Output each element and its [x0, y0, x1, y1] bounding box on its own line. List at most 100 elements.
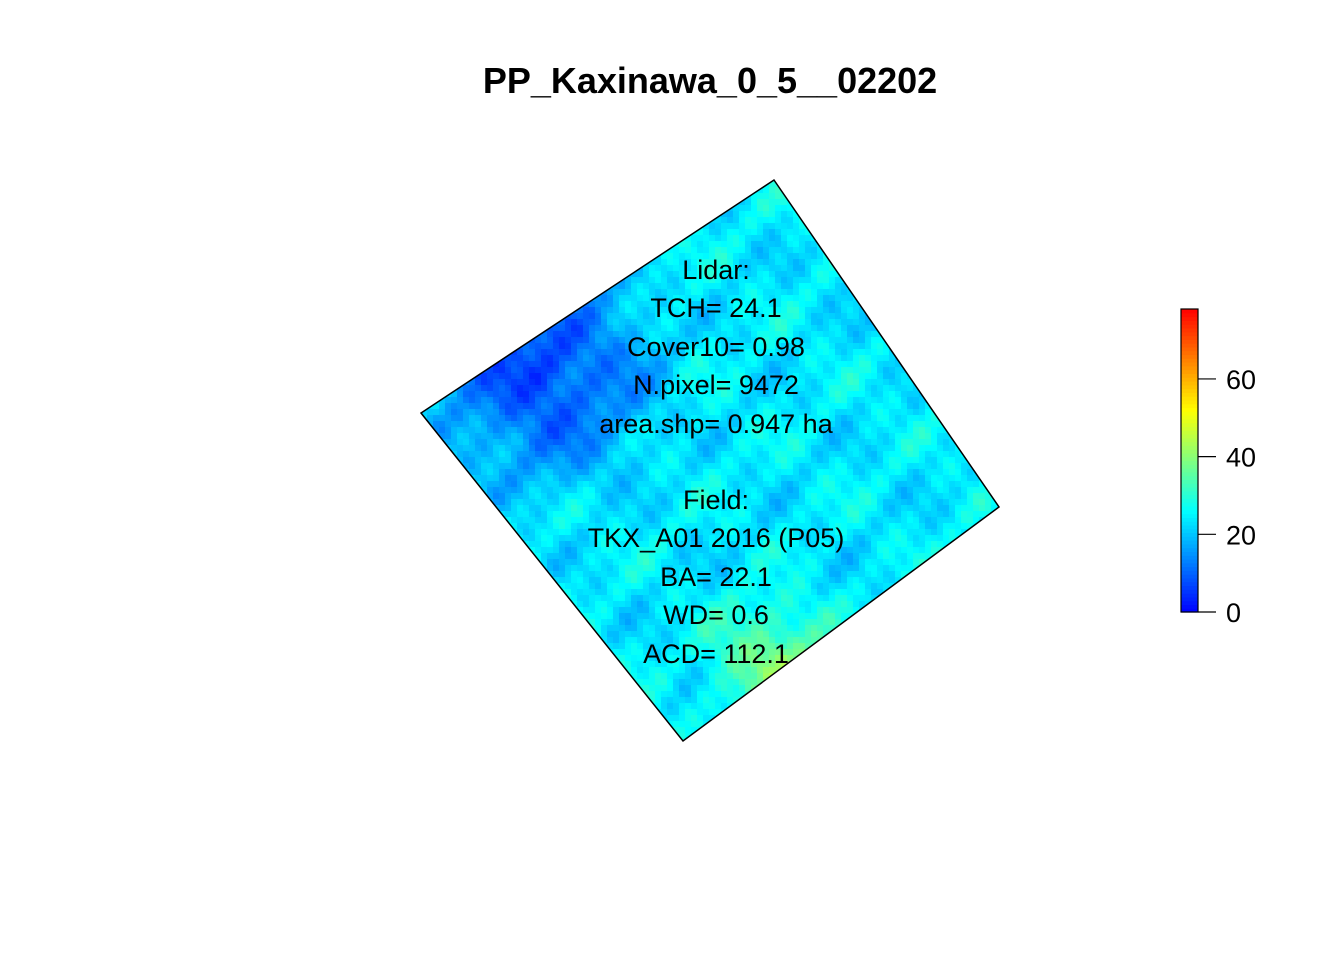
raster-cell [973, 457, 979, 463]
raster-cell [751, 181, 757, 187]
raster-cell [949, 223, 955, 229]
raster-cell [709, 253, 715, 259]
raster-cell [733, 469, 739, 475]
raster-cell [697, 193, 703, 199]
raster-cell [613, 367, 619, 373]
raster-cell [715, 325, 721, 331]
raster-cell [727, 403, 733, 409]
raster-cell [499, 247, 505, 253]
raster-cell [805, 331, 811, 337]
raster-cell [493, 211, 499, 217]
raster-cell [529, 295, 535, 301]
raster-cell [637, 259, 643, 265]
raster-cell [577, 205, 583, 211]
raster-cell [631, 295, 637, 301]
raster-cell [913, 469, 919, 475]
raster-cell [847, 427, 853, 433]
raster-cell [961, 289, 967, 295]
raster-cell [505, 415, 511, 421]
raster-cell [715, 277, 721, 283]
raster-cell [715, 469, 721, 475]
raster-cell [793, 391, 799, 397]
raster-cell [535, 439, 541, 445]
raster-cell [853, 247, 859, 253]
raster-cell [883, 187, 889, 193]
raster-cell [415, 223, 421, 229]
raster-cell [811, 211, 817, 217]
raster-cell [679, 355, 685, 361]
raster-cell [913, 343, 919, 349]
raster-cell [907, 289, 913, 295]
raster-cell [829, 337, 835, 343]
raster-cell [427, 217, 433, 223]
raster-cell [529, 301, 535, 307]
raster-cell [511, 181, 517, 187]
raster-cell [823, 367, 829, 373]
raster-cell [985, 361, 991, 367]
raster-cell [739, 265, 745, 271]
raster-cell [895, 463, 901, 469]
raster-cell [637, 313, 643, 319]
raster-cell [421, 379, 427, 385]
raster-cell [451, 331, 457, 337]
raster-cell [721, 445, 727, 451]
raster-cell [673, 313, 679, 319]
raster-cell [487, 475, 493, 481]
raster-cell [535, 283, 541, 289]
raster-cell [973, 361, 979, 367]
raster-cell [937, 445, 943, 451]
raster-cell [709, 409, 715, 415]
raster-cell [679, 421, 685, 427]
raster-cell [427, 180, 433, 181]
raster-cell [829, 223, 835, 229]
raster-cell [805, 319, 811, 325]
raster-cell [841, 379, 847, 385]
raster-cell [493, 337, 499, 343]
raster-cell [775, 259, 781, 265]
raster-cell [913, 277, 919, 283]
raster-cell [829, 283, 835, 289]
raster-cell [823, 223, 829, 229]
raster-cell [955, 331, 961, 337]
raster-cell [877, 403, 883, 409]
raster-cell [817, 379, 823, 385]
raster-cell [463, 180, 469, 181]
raster-cell [553, 265, 559, 271]
raster-cell [781, 463, 787, 469]
raster-cell [991, 325, 997, 331]
raster-cell [421, 277, 427, 283]
raster-cell [745, 199, 751, 205]
raster-cell [469, 253, 475, 259]
raster-cell [559, 445, 565, 451]
raster-cell [565, 403, 571, 409]
raster-cell [715, 289, 721, 295]
raster-cell [901, 265, 907, 271]
raster-cell [931, 457, 937, 463]
raster-cell [877, 361, 883, 367]
raster-cell [601, 277, 607, 283]
raster-cell [787, 277, 793, 283]
raster-cell [415, 319, 421, 325]
raster-cell [991, 235, 997, 241]
raster-cell [811, 361, 817, 367]
raster-cell [955, 289, 961, 295]
raster-cell [985, 355, 991, 361]
raster-cell [703, 180, 709, 181]
raster-cell [997, 331, 999, 337]
raster-cell [949, 463, 955, 469]
raster-cell [751, 421, 757, 427]
raster-cell [457, 223, 463, 229]
raster-cell [529, 331, 535, 337]
raster-cell [973, 301, 979, 307]
raster-cell [829, 265, 835, 271]
raster-cell [439, 415, 445, 421]
raster-cell [745, 289, 751, 295]
raster-cell [613, 271, 619, 277]
raster-cell [457, 301, 463, 307]
raster-cell [667, 295, 673, 301]
raster-cell [571, 373, 577, 379]
raster-cell [745, 211, 751, 217]
raster-cell [469, 205, 475, 211]
raster-cell [895, 259, 901, 265]
raster-cell [787, 229, 793, 235]
